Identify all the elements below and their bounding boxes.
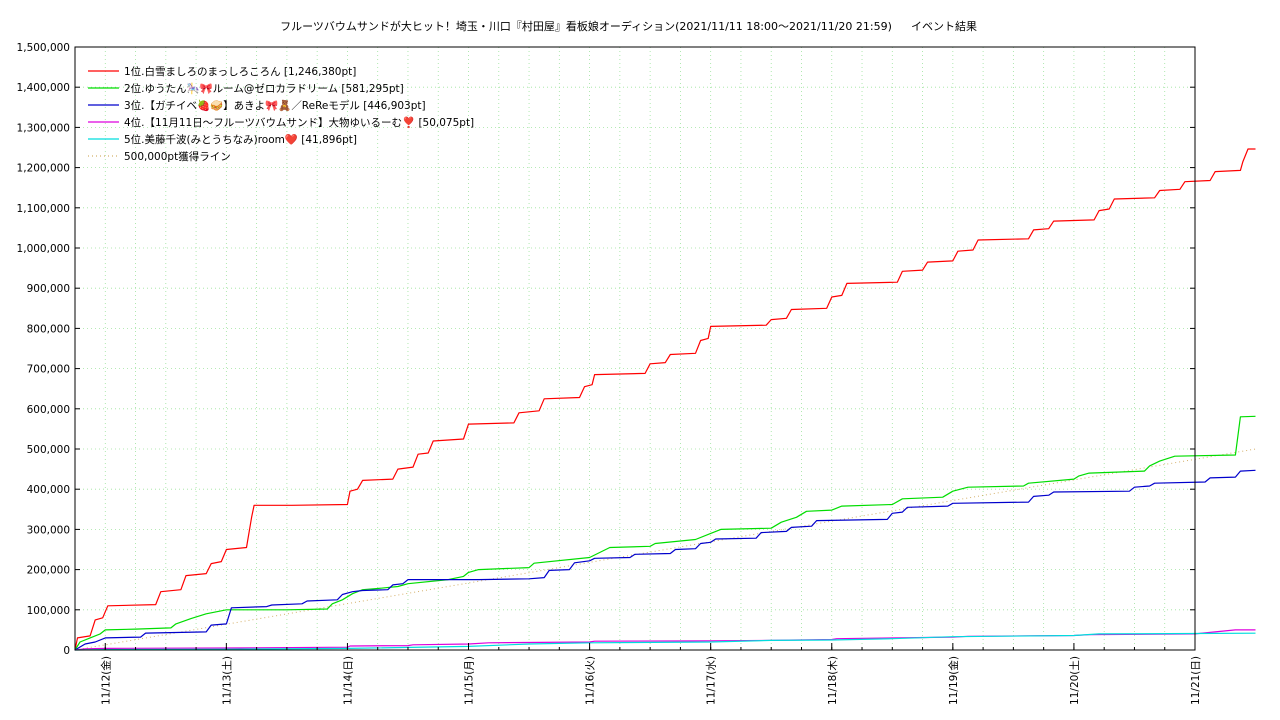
legend-label: 1位.白雪ましろのまっしろころん [1,246,380pt]	[124, 65, 356, 78]
y-tick-label: 1,100,000	[17, 203, 70, 215]
y-tick-label: 700,000	[27, 364, 70, 376]
y-tick-label: 500,000	[27, 444, 70, 456]
reference-line-layer	[74, 448, 1256, 651]
y-tick-label: 1,300,000	[17, 122, 70, 134]
series-line-4	[74, 629, 1256, 651]
tick-layer: 0 100,000 200,000 300,000 400,000 500,000 600,…	[17, 42, 1202, 705]
y-tick-label: 200,000	[27, 565, 70, 577]
y-tick-label: 400,000	[27, 484, 70, 496]
chart-title: フルーツバウムサンドが大ヒット！埼玉・川口『村田屋』看板娘オーディション(202…	[280, 19, 892, 33]
y-tick-label: 800,000	[27, 323, 70, 335]
x-tick-label: 11/19(金)	[947, 656, 960, 705]
y-tick-label: 0	[63, 645, 70, 657]
chart-subtitle: イベント結果	[911, 19, 977, 33]
y-tick-label: 1,200,000	[17, 163, 70, 175]
x-tick-label: 11/18(木)	[827, 656, 839, 705]
x-tick-label: 11/12(金)	[99, 656, 112, 705]
x-tick-label: 11/13(土)	[220, 656, 233, 705]
legend-label: 2位.ゆうたん🎠🎀ルーム@ゼロカラドリーム [581,295pt]	[124, 82, 404, 95]
legend-label: 4位.【11月11日〜フルーツバウムサンド】大物ゆいるーむ❣️ [50,075p…	[124, 116, 474, 129]
x-tick-label: 11/15(月)	[464, 656, 476, 705]
y-tick-label: 1,400,000	[17, 82, 70, 94]
legend-label: 500,000pt獲得ライン	[124, 150, 231, 163]
series-line-3	[74, 469, 1256, 651]
series-line-1	[74, 148, 1256, 651]
x-tick-label: 11/21(日)	[1190, 656, 1202, 705]
x-tick-label: 11/17(水)	[706, 656, 718, 705]
grid-layer	[75, 47, 1195, 650]
x-tick-label: 11/20(土)	[1068, 656, 1081, 705]
y-tick-label: 1,000,000	[17, 243, 70, 255]
y-tick-label: 1,500,000	[17, 42, 70, 54]
legend-label: 5位.美藤千波(みとうちなみ)room❤️ [41,896pt]	[124, 133, 357, 146]
series-layer	[74, 148, 1256, 651]
y-tick-label: 300,000	[27, 524, 70, 536]
x-tick-label: 11/14(日)	[342, 656, 354, 705]
x-tick-label: 11/16(火)	[585, 656, 597, 705]
series-line-2	[74, 415, 1256, 651]
legend-label: 3位.【ガチイベ🍓🥪】あきよ🎀🧸／ReReモデル [446,903pt]	[124, 99, 426, 112]
reference-line	[74, 448, 1256, 651]
y-tick-label: 900,000	[27, 283, 70, 295]
plot-frame	[74, 46, 1196, 651]
legend: 1位.白雪ましろのまっしろころん [1,246,380pt] 2位.ゆうたん🎠🎀ル…	[88, 65, 474, 163]
y-tick-label: 600,000	[27, 404, 70, 416]
y-tick-label: 100,000	[27, 605, 70, 617]
